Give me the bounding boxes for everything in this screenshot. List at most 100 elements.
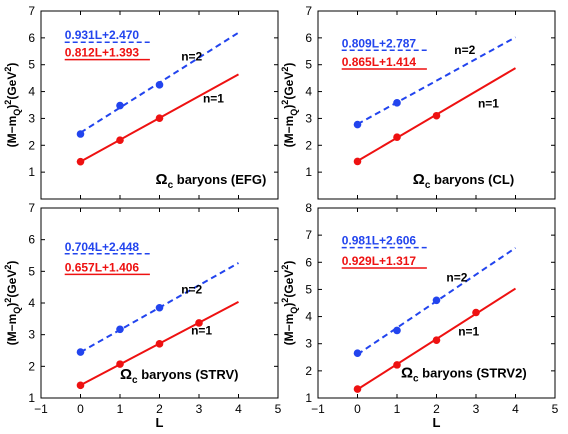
data-point (432, 296, 441, 305)
x-tick-label: 1 (117, 402, 124, 416)
y-tick-label: 1 (305, 165, 312, 179)
y-tick-label: 2 (28, 138, 35, 152)
y-axis-label: (M−mQ)2(GeV2) (280, 261, 299, 346)
series-label-n1: n=1 (458, 325, 479, 339)
data-point (353, 157, 362, 166)
y-tick-label: 6 (305, 255, 312, 269)
y-tick-label: 1 (28, 165, 35, 179)
data-point (472, 308, 480, 317)
data-point (116, 101, 124, 110)
y-tick-label: 7 (28, 201, 35, 215)
y-tick-label: 5 (305, 58, 312, 72)
data-point (116, 325, 124, 334)
series-label-n1: n=1 (191, 324, 212, 338)
panel-label: Ωc baryons (EFG) (156, 171, 267, 191)
x-tick-label: −1 (34, 402, 48, 416)
panel-label: Ωc baryons (STRV2) (401, 365, 527, 385)
y-tick-label: 4 (28, 296, 35, 310)
panel-label: Ωc baryons (STRV) (120, 366, 238, 386)
series-label-n2: n=2 (181, 283, 202, 297)
x-tick-label: 3 (196, 402, 203, 416)
x-tick-label: 2 (156, 402, 163, 416)
chart-panel-bottom-right: −1 0 1 2 3 4 5 1 2 3 4 5 6 7 8 (M−mQ)2(GeV2) L 0.981L+2.6… (280, 201, 559, 430)
y-tick-label: 5 (28, 58, 35, 72)
y-tick-label: 3 (28, 111, 35, 125)
data-point (195, 319, 203, 327)
y-axis-label: (M−mQ)2(GeV2) (3, 261, 22, 346)
data-point (116, 136, 124, 144)
data-point (116, 360, 124, 368)
x-tick-label: 5 (275, 402, 282, 416)
data-point (76, 130, 85, 138)
y-tick-label: 7 (28, 4, 35, 18)
fit-equation-label: 0.865L+1.414 (342, 55, 417, 69)
data-point (353, 385, 362, 393)
x-tick-label: −1 (311, 402, 325, 416)
x-tick-label: 0 (77, 402, 84, 416)
data-point (155, 303, 164, 312)
x-tick-label: 4 (235, 402, 242, 416)
y-tick-label: 5 (28, 264, 35, 278)
data-point (393, 99, 401, 107)
y-tick-label: 3 (305, 111, 312, 125)
y-tick-label: 3 (28, 328, 35, 342)
series-label-n2: n=2 (454, 43, 475, 57)
data-point (353, 349, 362, 358)
y-tick-label: 3 (305, 337, 312, 351)
x-tick-label: 2 (433, 402, 440, 416)
series-label-n1: n=1 (203, 91, 224, 105)
data-point (76, 348, 85, 356)
y-tick-label: 1 (28, 391, 35, 405)
series-label-n2: n=2 (446, 270, 467, 284)
fit-equation-label: 0.704L+2.448 (65, 240, 140, 254)
x-axis-label: L (156, 415, 164, 430)
fit-equation-label: 0.657L+1.406 (65, 260, 140, 274)
y-tick-label: 2 (305, 364, 312, 378)
panel-label: Ωc baryons (CL) (413, 171, 514, 191)
y-axis-label: (M−mQ)2(GeV2) (280, 63, 299, 148)
y-tick-label: 6 (28, 31, 35, 45)
y-tick-label: 7 (305, 4, 312, 18)
x-tick-label: 1 (394, 402, 401, 416)
data-point (155, 114, 164, 122)
x-tick-label: 5 (552, 402, 559, 416)
y-tick-label: 7 (305, 228, 312, 242)
data-point (393, 361, 401, 369)
y-tick-label: 4 (28, 85, 35, 99)
data-point (76, 157, 85, 166)
data-point (353, 120, 362, 129)
data-point (155, 81, 164, 89)
y-tick-label: 5 (305, 282, 312, 296)
x-tick-label: 4 (512, 402, 519, 416)
chart-panel-top-left: 1 2 3 4 5 6 7 (M−mQ)2(GeV2) 0.931L+2.470 n=2 0.812… (3, 4, 279, 200)
series-label-n1: n=1 (478, 97, 499, 111)
data-point (155, 340, 164, 348)
x-axis-label: L (433, 415, 441, 430)
x-tick-label: 3 (473, 402, 480, 416)
x-tick-label: 0 (354, 402, 361, 416)
data-point (432, 336, 441, 344)
fit-equation-label: 0.931L+2.470 (65, 28, 140, 42)
fit-equation-label: 0.981L+2.606 (342, 234, 417, 248)
fit-equation-label: 0.812L+1.393 (65, 46, 140, 60)
data-point (393, 133, 401, 142)
y-tick-label: 1 (305, 391, 312, 405)
series-label-n2: n=2 (181, 50, 202, 64)
fit-equation-label: 0.809L+2.787 (342, 36, 417, 50)
y-tick-label: 6 (305, 31, 312, 45)
data-point (432, 111, 441, 120)
fit-equation-label: 0.929L+1.317 (342, 254, 417, 268)
chart-panel-top-right: 1 2 3 4 5 6 7 (M−mQ)2(GeV2) 0.809L+2.787 n=2 0.865… (280, 4, 556, 200)
y-tick-label: 6 (28, 233, 35, 247)
y-tick-label: 8 (305, 201, 312, 215)
fit-line-n2 (357, 36, 516, 126)
data-point (76, 381, 85, 390)
chart-panel-bottom-left: −1 0 1 2 3 4 5 1 2 3 4 5 6 7 (M−mQ)2(GeV2) L 0.704L+2.44… (3, 201, 282, 430)
y-tick-label: 4 (305, 310, 312, 324)
data-point (393, 326, 401, 335)
y-axis-label: (M−mQ)2(GeV2) (3, 63, 22, 148)
y-tick-label: 2 (28, 359, 35, 373)
y-tick-label: 2 (305, 138, 312, 152)
y-tick-label: 4 (305, 85, 312, 99)
